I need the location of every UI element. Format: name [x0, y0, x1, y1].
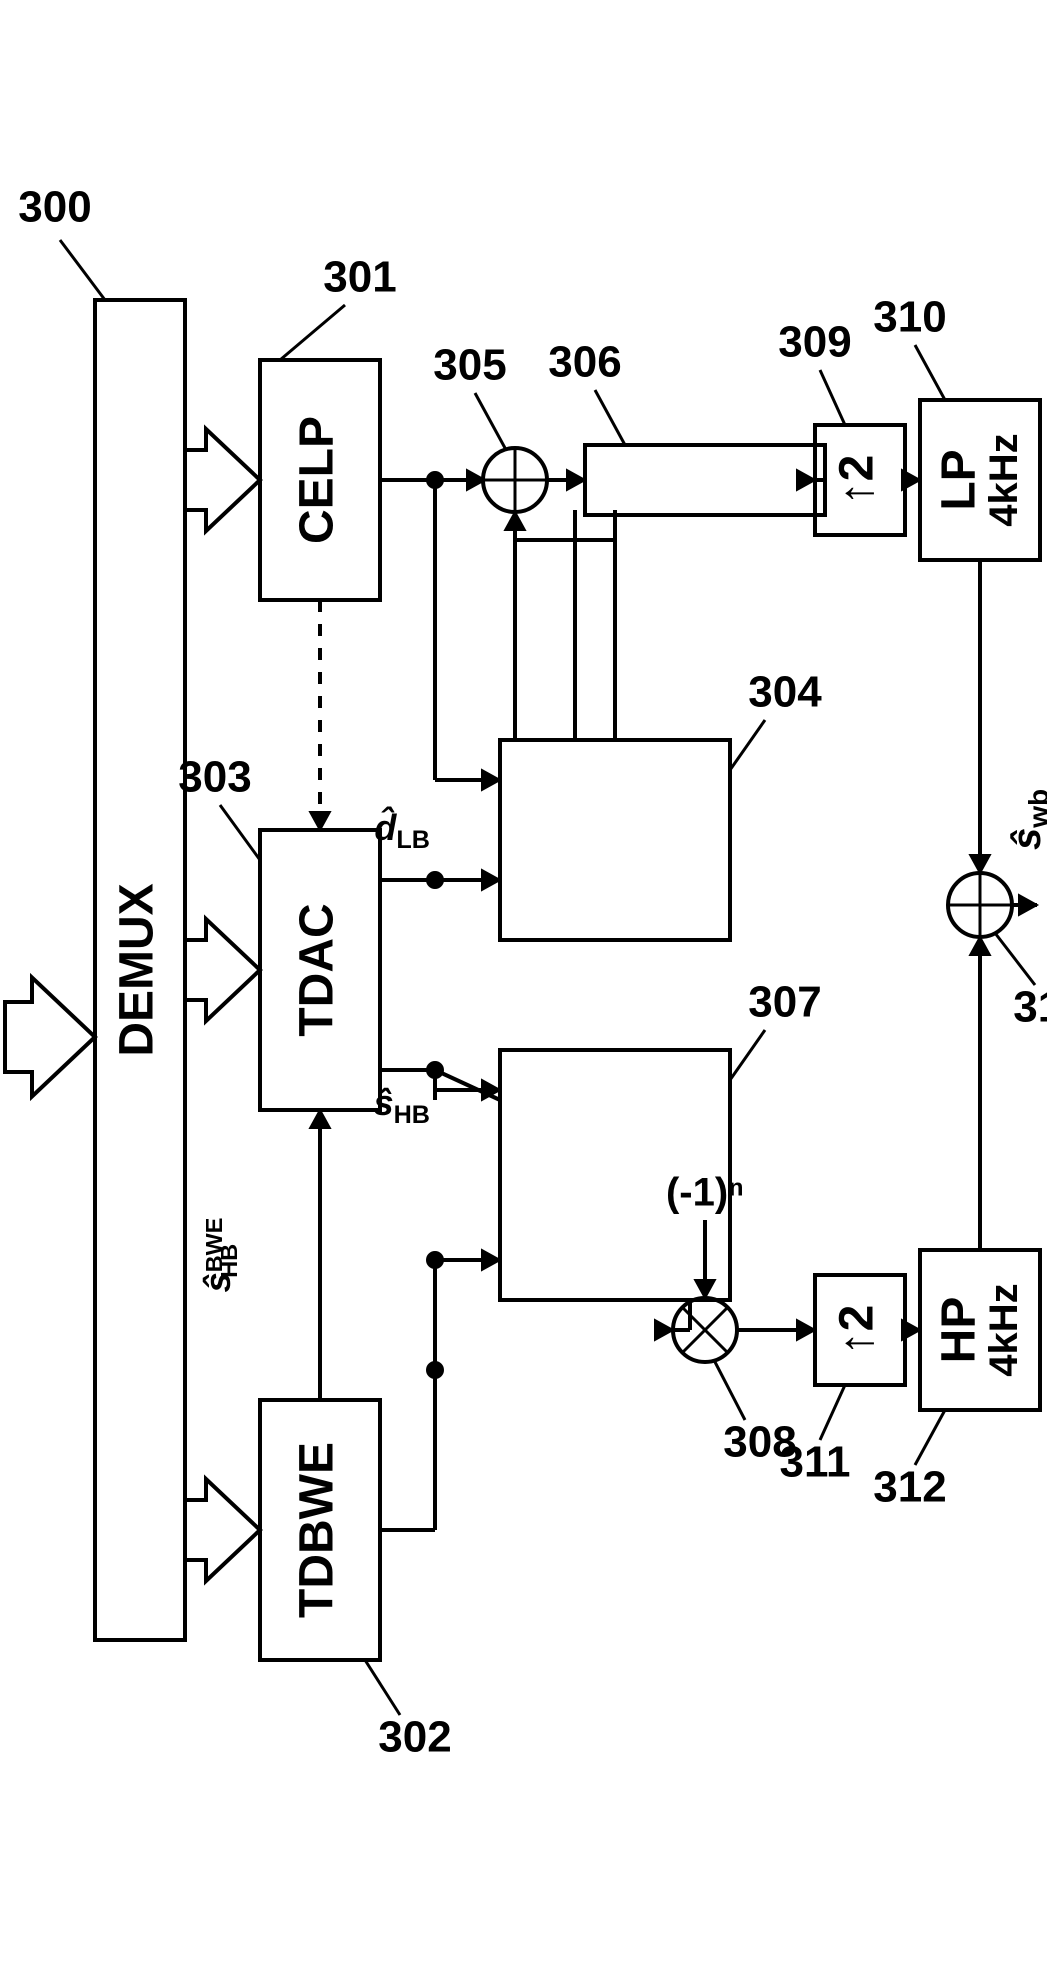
svg-text:303: 303 — [178, 753, 251, 802]
svg-text:309: 309 — [778, 318, 851, 367]
svg-text:4kHz: 4kHz — [982, 1283, 1026, 1376]
svg-text:301: 301 — [323, 253, 396, 302]
svg-text:ŝBWEHB: ŝBWEHB — [197, 1218, 242, 1293]
svg-text:CELP: CELP — [291, 416, 344, 544]
svg-text:305: 305 — [433, 341, 506, 390]
svg-text:313: 313 — [1013, 983, 1047, 1032]
svg-text:310: 310 — [873, 293, 946, 342]
svg-text:LP: LP — [933, 449, 986, 510]
svg-text:311: 311 — [780, 1438, 851, 1487]
svg-text:d̂LB: d̂LB — [374, 806, 430, 854]
svg-text:312: 312 — [873, 1463, 946, 1512]
svg-text:HP: HP — [933, 1297, 986, 1364]
svg-text:DEMUX: DEMUX — [111, 883, 164, 1056]
svg-text:307: 307 — [748, 978, 821, 1027]
svg-text:↑2: ↑2 — [831, 455, 884, 506]
svg-text:304: 304 — [748, 668, 822, 717]
svg-text:4kHz: 4kHz — [982, 433, 1026, 526]
svg-text:TDAC: TDAC — [291, 903, 344, 1036]
svg-text:ŝHB: ŝHB — [374, 1082, 430, 1129]
svg-text:(-1)ⁿ: (-1)ⁿ — [666, 1171, 744, 1215]
svg-text:TDBWE: TDBWE — [291, 1442, 344, 1618]
svg-text:302: 302 — [378, 1713, 451, 1762]
svg-text:ŝwb: ŝwb — [1005, 789, 1047, 850]
svg-text:306: 306 — [548, 338, 621, 387]
svg-text:300: 300 — [18, 183, 91, 232]
svg-text:↑2: ↑2 — [831, 1305, 884, 1356]
